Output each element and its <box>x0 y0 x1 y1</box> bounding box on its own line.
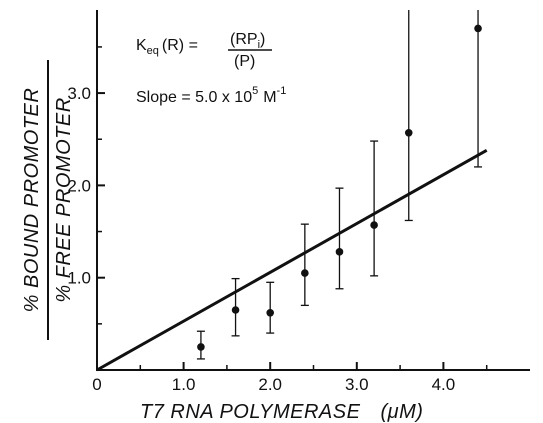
data-point <box>197 343 205 351</box>
keq-annotation: Keq (R) = (RPi) (P) <box>136 31 272 70</box>
fit-line-group <box>96 149 488 372</box>
y-tick-label: 1.0 <box>67 269 91 288</box>
y-ticks: 1.0 2.0 3.0 <box>67 46 105 325</box>
data-point <box>404 128 413 137</box>
data-point <box>231 306 240 314</box>
x-tick-label: 0 <box>92 375 101 394</box>
x-axis-title-unit: (μM) <box>381 401 424 423</box>
keq-sub: eq <box>147 45 159 57</box>
y-tick-label: 3.0 <box>67 84 91 103</box>
x-ticks: 0 1.0 2.0 3.0 4.0 <box>92 362 488 394</box>
data-point <box>474 24 482 33</box>
y-axis-title: % BOUND PROMOTER % FREE PROMOTER <box>21 60 75 340</box>
x-tick-label: 1.0 <box>172 375 196 394</box>
x-axis-title-text: T7 RNA POLYMERASE <box>140 401 361 423</box>
slope-unit: M <box>263 89 276 106</box>
keq-numerator: (RP <box>230 31 258 48</box>
keq-num-sub: i <box>258 39 260 51</box>
x-axis-title: T7 RNA POLYMERASE (μM) <box>140 401 423 423</box>
slope-annotation: Slope = 5.0 x 105 M-1 <box>136 85 286 106</box>
data-point <box>370 221 378 229</box>
keq-R: (R) = <box>162 37 198 54</box>
svg-text:Keq(R) =: Keq (R) = <box>136 37 198 57</box>
y-axis-title-denominator: % FREE PROMOTER <box>53 97 75 302</box>
y-tick-label: 2.0 <box>67 176 91 195</box>
y-axis-title-numerator: % BOUND PROMOTER <box>21 88 43 313</box>
slope-unit-exp: -1 <box>277 85 287 97</box>
data-point <box>301 269 309 277</box>
slope-exp: 5 <box>252 85 258 97</box>
keq-K: K <box>136 37 147 54</box>
keq-num-close: ) <box>260 31 265 48</box>
data-point <box>266 308 275 317</box>
data-points <box>197 24 482 351</box>
slope-text: Slope = 5.0 x 10 <box>136 89 252 106</box>
x-tick-label: 2.0 <box>258 375 282 394</box>
fit-line <box>96 149 488 372</box>
data-point <box>335 248 344 256</box>
x-tick-label: 4.0 <box>432 375 456 394</box>
axes-frame <box>96 10 530 371</box>
svg-text:(RPi): (RPi) <box>230 31 265 51</box>
axes <box>96 10 530 371</box>
x-tick-label: 3.0 <box>345 375 369 394</box>
keq-denominator: (P) <box>234 53 255 70</box>
